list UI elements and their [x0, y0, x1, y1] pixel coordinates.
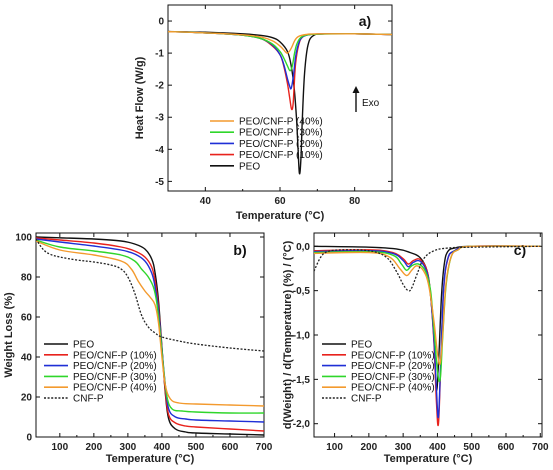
y-tick-label: 60 — [21, 313, 33, 324]
y-axis-title: d(Weight) / d(Temperature) (%) / (°C) — [282, 240, 294, 429]
legend-label-peo: PEO — [73, 340, 94, 351]
y-tick-label: -1 — [155, 49, 164, 60]
y-tick-label: 0,0 — [296, 242, 310, 253]
x-axis-title: Temperature (°C) — [384, 453, 473, 465]
series-line-peo-cnf-p-20 — [168, 30, 392, 90]
y-tick-label: 100 — [15, 233, 32, 244]
x-tick-label: 300 — [395, 442, 412, 453]
plot-frame — [313, 232, 543, 438]
series-line-peo-cnf-p-30 — [36, 239, 264, 414]
legend-label-cnf-p: CNF-P — [73, 394, 104, 405]
x-tick-label: 400 — [154, 442, 171, 453]
x-tick-label: 80 — [349, 196, 361, 207]
panel-label: b) — [233, 242, 246, 258]
y-tick-label: -2,0 — [293, 419, 311, 430]
x-tick-label: 200 — [361, 442, 378, 453]
exo-label: Exo — [362, 98, 380, 109]
x-tick-label: 600 — [498, 442, 515, 453]
x-tick-label: 100 — [51, 442, 68, 453]
series-line-peo-cnf-p-10 — [168, 30, 392, 111]
y-tick-label: 80 — [21, 273, 33, 284]
y-tick-label: -5 — [155, 177, 164, 188]
legend-label-peo-cnf-p-30: PEO/CNF-P (30%) — [351, 372, 435, 383]
series-line-cnf-p — [314, 245, 541, 292]
x-tick-label: 400 — [429, 442, 446, 453]
x-axis-title: Temperature (°C) — [236, 210, 325, 222]
chart-panel-c: 100 200 300 400 500 600 700 0,0 -0,5 -1,0 -1,5 -2,0… — [282, 232, 549, 465]
legend-label-peo-cnf-p-40: PEO/CNF-P (40%) — [73, 383, 157, 394]
x-tick-label: 500 — [463, 442, 480, 453]
legend-label-peo-cnf-p-20: PEO/CNF-P (20%) — [239, 139, 323, 150]
y-tick-label: -1,0 — [293, 331, 311, 342]
chart-panel-b: 100 200 300 400 500 600 700 0 20 40 60 80 100 Tempera… — [3, 232, 273, 465]
plot-frame — [35, 232, 265, 438]
x-tick-label: 500 — [188, 442, 205, 453]
series-line-peo — [168, 30, 392, 175]
x-tick-label: 600 — [222, 442, 239, 453]
legend-label-peo-cnf-p-40: PEO/CNF-P (40%) — [351, 383, 435, 394]
series-line-peo-cnf-p-40 — [168, 30, 392, 54]
legend-label-cnf-p: CNF-P — [351, 394, 382, 405]
x-axis-title: Temperature (°C) — [106, 453, 195, 465]
chart-panel-a: 40 60 80 0 -1 -2 -3 -4 -5 Temperature (°C) Heat Fl… — [134, 4, 393, 222]
x-tick-label: 300 — [120, 442, 137, 453]
legend: PEO/CNF-P (40%)PEO/CNF-P (30%)PEO/CNF-P … — [210, 117, 323, 172]
panel-label: c) — [514, 242, 526, 258]
y-tick-label: -3 — [155, 113, 164, 124]
exo-arrow-head — [352, 86, 360, 93]
y-tick-label: 0 — [158, 17, 164, 28]
y-tick-label: -0,5 — [293, 286, 311, 297]
legend-label-peo-cnf-p-20: PEO/CNF-P (20%) — [351, 361, 435, 372]
series-group — [314, 245, 541, 427]
series-line-peo-cnf-p-10 — [36, 237, 264, 432]
series-group — [36, 236, 264, 436]
y-tick-label: 40 — [21, 353, 33, 364]
legend-label-peo-cnf-p-20: PEO/CNF-P (20%) — [73, 361, 157, 372]
legend-label-peo-cnf-p-40: PEO/CNF-P (40%) — [239, 117, 323, 128]
y-axis-title: Heat Flow (W/g) — [134, 56, 146, 139]
series-line-peo-cnf-p-30 — [168, 30, 392, 72]
series-line-peo-cnf-p-40 — [314, 245, 541, 366]
legend-label-peo-cnf-p-10: PEO/CNF-P (10%) — [351, 350, 435, 361]
series-line-peo-cnf-p-20 — [36, 238, 264, 423]
x-tick-label: 100 — [326, 442, 343, 453]
series-line-peo-cnf-p-40 — [36, 240, 264, 407]
y-tick-label: 0 — [26, 433, 32, 444]
y-tick-label: 20 — [21, 393, 33, 404]
x-tick-label: 200 — [86, 442, 103, 453]
y-tick-label: -1,5 — [293, 375, 311, 386]
y-axis-title: Weight Loss (%) — [3, 292, 15, 378]
legend-label-peo: PEO — [239, 161, 260, 172]
legend-label-peo-cnf-p-30: PEO/CNF-P (30%) — [239, 128, 323, 139]
legend-label-peo-cnf-p-30: PEO/CNF-P (30%) — [73, 372, 157, 383]
series-line-cnf-p — [36, 238, 264, 352]
legend-label-peo-cnf-p-10: PEO/CNF-P (10%) — [239, 150, 323, 161]
x-tick-label: 60 — [274, 196, 286, 207]
y-tick-label: -4 — [155, 145, 164, 156]
x-tick-label: 700 — [532, 442, 549, 453]
legend-label-peo-cnf-p-10: PEO/CNF-P (10%) — [73, 350, 157, 361]
panel-label: a) — [359, 13, 371, 29]
series-group — [168, 30, 392, 175]
x-tick-label: 40 — [200, 196, 212, 207]
x-tick-label: 700 — [256, 442, 273, 453]
y-tick-label: -2 — [155, 81, 164, 92]
legend-label-peo: PEO — [351, 340, 372, 351]
